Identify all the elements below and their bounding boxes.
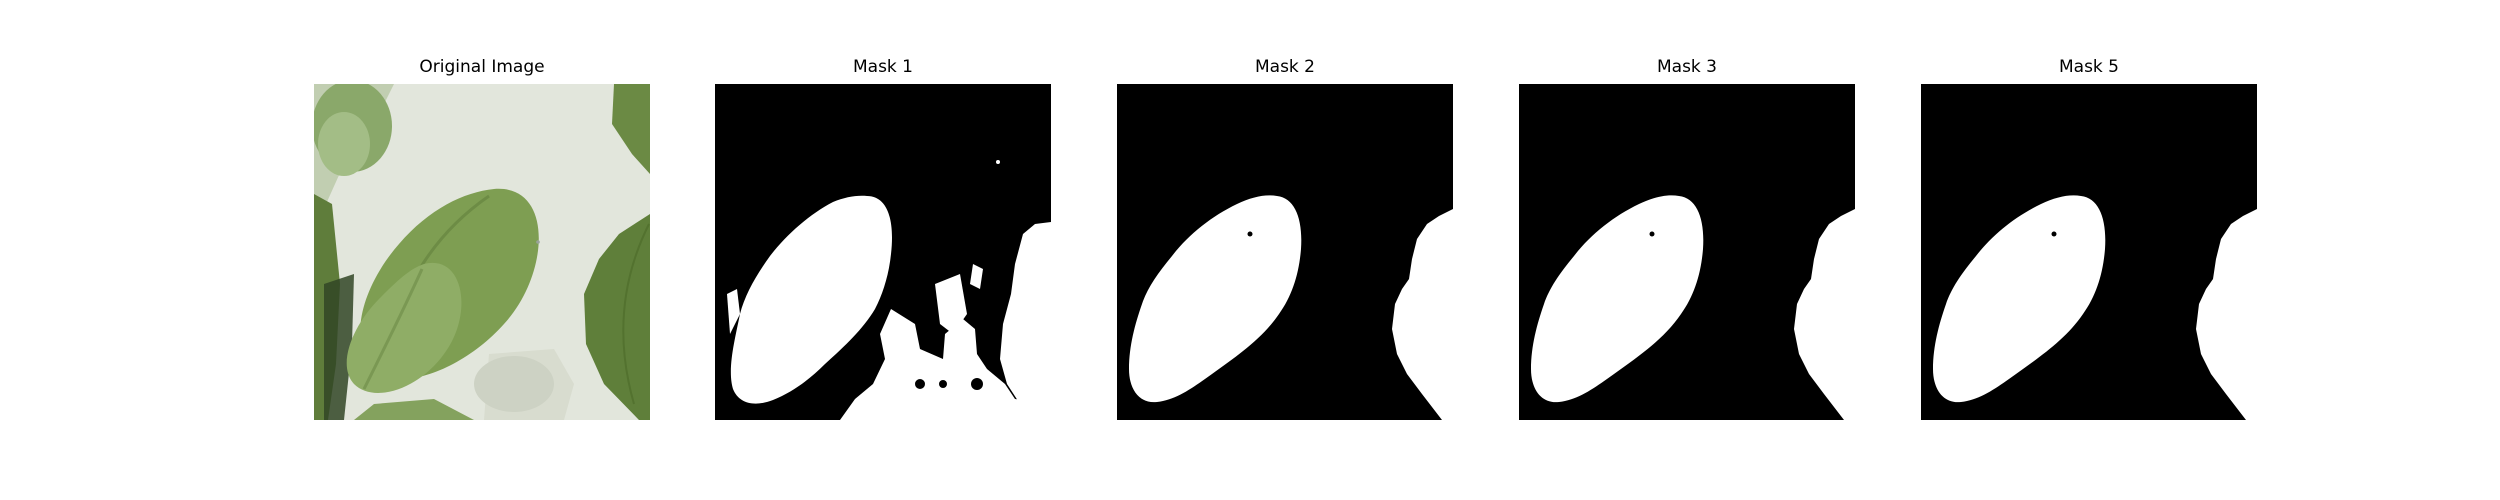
panel-title: Mask 1 xyxy=(852,57,913,77)
original-image xyxy=(314,84,650,420)
panel-title: Original Image xyxy=(419,57,545,77)
panel-title: Mask 5 xyxy=(2058,57,2119,77)
mask-1-image xyxy=(715,84,1051,420)
mask-2-image xyxy=(1117,84,1453,420)
panel-title: Mask 3 xyxy=(1656,57,1717,77)
mask-3-image xyxy=(1519,84,1855,420)
panel-title: Mask 2 xyxy=(1254,57,1315,77)
mask-5-image xyxy=(1921,84,2257,420)
